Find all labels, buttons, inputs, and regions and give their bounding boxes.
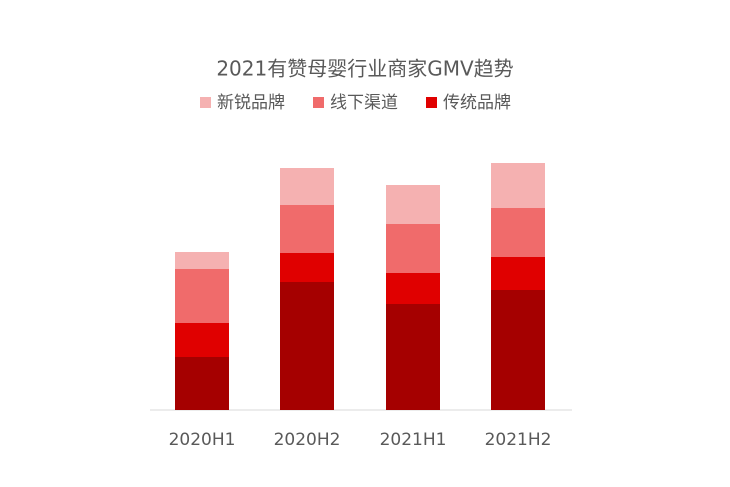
bar-segment <box>386 185 440 224</box>
x-tick-label: 2021H1 <box>380 430 447 450</box>
legend-swatch <box>426 97 437 108</box>
x-tick-label: 2021H2 <box>485 430 552 450</box>
bar-segment <box>280 168 334 205</box>
bar-segment <box>491 290 545 410</box>
legend-swatch <box>200 97 211 108</box>
chart-title: 2021有赞母婴行业商家GMV趋势 <box>216 57 513 81</box>
bar-segment <box>491 208 545 257</box>
bar-segment <box>280 282 334 410</box>
legend-label: 传统品牌 <box>443 93 511 113</box>
x-tick-label: 2020H1 <box>169 430 236 450</box>
x-tick-label: 2020H2 <box>274 430 341 450</box>
bar-segment <box>175 323 229 357</box>
bar-segment <box>491 163 545 208</box>
bar-segment <box>386 224 440 273</box>
bar-segment <box>491 257 545 290</box>
bar-segment <box>280 205 334 253</box>
bar-segment <box>175 269 229 323</box>
legend-swatch <box>313 97 324 108</box>
bar-segment <box>175 252 229 269</box>
bar-segment <box>280 253 334 282</box>
legend-label: 线下渠道 <box>330 93 398 113</box>
bar-segment <box>386 273 440 304</box>
bar-segment <box>386 304 440 410</box>
bar-segment <box>175 357 229 410</box>
legend-label: 新锐品牌 <box>217 93 285 113</box>
